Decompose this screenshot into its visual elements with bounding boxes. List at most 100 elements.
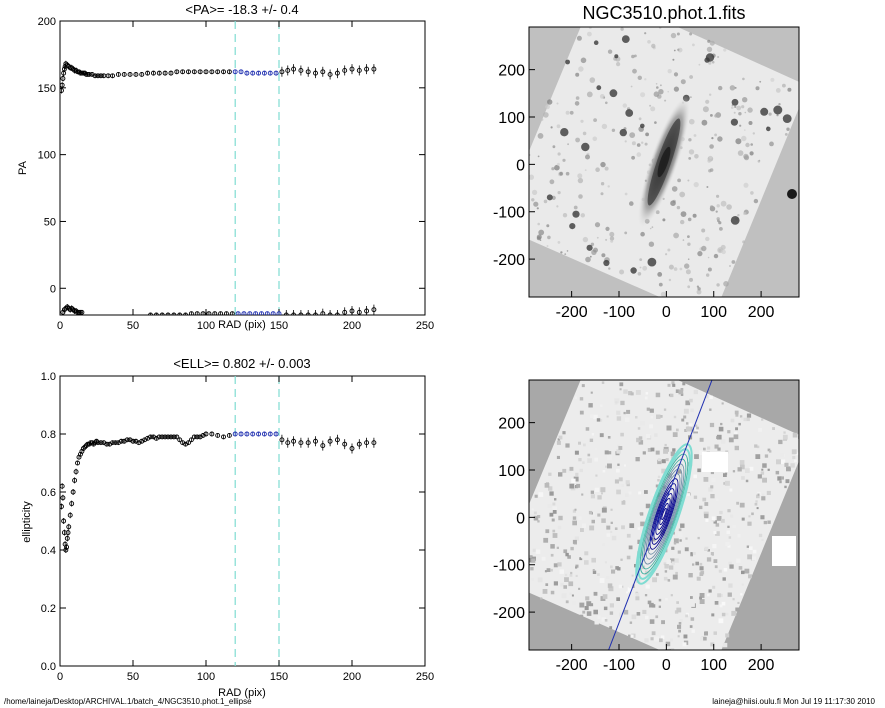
residual-pixel — [565, 552, 569, 557]
pa-data-point — [156, 70, 162, 76]
residual-pixel — [547, 503, 552, 508]
ell-data-point — [188, 437, 194, 443]
residual-pixel — [628, 491, 632, 495]
pa-data-point — [256, 70, 262, 76]
noise-speck — [582, 236, 589, 243]
noise-speck — [567, 143, 569, 146]
residual-pixel — [725, 633, 730, 638]
residual-pixel — [717, 447, 721, 451]
pa-ytick-label: 0 — [50, 283, 56, 295]
pa-data-point — [148, 312, 153, 315]
noise-speck — [604, 166, 609, 171]
residual-pixel — [705, 631, 708, 634]
noise-speck — [578, 66, 584, 72]
noise-speck — [580, 57, 587, 64]
residual-pixel — [675, 571, 678, 575]
residual-pixel — [650, 637, 654, 641]
residual-pixel — [610, 565, 613, 569]
residual-pixel — [656, 573, 659, 576]
residual-pixel — [716, 434, 722, 440]
ell-data-point — [177, 437, 183, 443]
noise-speck — [698, 63, 701, 66]
residual-pixel — [758, 533, 763, 538]
ell-plot-frame — [59, 375, 426, 667]
major-axis-line — [608, 380, 713, 650]
noise-speck — [749, 151, 754, 156]
residual-pixel — [678, 622, 682, 625]
residual-pixel — [710, 470, 714, 475]
noise-speck — [631, 54, 635, 59]
ell-ylabel: ellipticity — [21, 501, 33, 543]
noise-speck — [741, 135, 747, 142]
noise-speck — [640, 92, 646, 98]
residual-pixel — [715, 531, 720, 536]
residual-pixel — [537, 515, 541, 519]
residual-pixel — [711, 553, 714, 556]
noise-speck — [720, 200, 727, 207]
residual-pixel — [644, 594, 648, 597]
noise-speck — [680, 211, 687, 218]
noise-speck — [717, 56, 720, 58]
noise-speck — [577, 177, 584, 184]
residual-pixel — [708, 487, 713, 492]
pa-data-point — [89, 72, 95, 77]
residual-pixel — [666, 425, 672, 431]
residual-pixel — [670, 638, 674, 642]
residual-pixel — [729, 488, 733, 492]
residual-pixel — [629, 523, 635, 528]
residual-pixel — [724, 550, 729, 555]
residual-pixel — [593, 414, 598, 420]
residual-pixel — [571, 478, 576, 483]
residual-pixel — [699, 593, 705, 598]
noise-speck — [782, 83, 786, 88]
residual-pixel — [783, 431, 786, 434]
residual-pixel — [718, 569, 722, 573]
noise-speck — [693, 134, 697, 137]
residual-pixel — [658, 605, 661, 608]
residual-pixel — [591, 519, 595, 524]
noise-speck — [705, 99, 710, 104]
residual-pixel — [693, 495, 698, 499]
field-star — [731, 98, 739, 106]
noise-speck — [716, 283, 720, 287]
residual-pixel — [663, 448, 668, 454]
residual-pixel — [744, 568, 750, 574]
noise-speck — [605, 226, 610, 231]
noise-speck — [605, 101, 608, 105]
residual-pixel — [735, 413, 739, 417]
residual-pixel — [554, 498, 557, 501]
masked-region-1 — [702, 452, 728, 472]
residual-pixel — [530, 567, 534, 571]
contour-ytick-label: -100 — [493, 558, 525, 575]
residual-pixel — [657, 475, 661, 478]
residual-pixel — [739, 415, 743, 418]
pa-data-point — [180, 69, 186, 75]
residual-pixel — [541, 556, 546, 561]
noise-speck — [690, 96, 692, 98]
isophote-contour — [655, 493, 673, 535]
residual-pixel — [657, 458, 661, 462]
ell-data-point — [334, 437, 340, 443]
pa-data-point — [168, 70, 174, 76]
ell-data-point — [267, 431, 273, 437]
pa-data-point — [267, 70, 273, 76]
pa-data-point — [197, 69, 203, 75]
noise-speck — [664, 99, 667, 102]
noise-speck — [706, 186, 709, 188]
residual-pixel — [734, 431, 738, 435]
residual-pixel — [596, 418, 601, 422]
ell-data-point — [238, 431, 244, 437]
field-star — [630, 267, 637, 274]
residual-pixel — [574, 536, 579, 541]
residual-pixel — [552, 529, 556, 533]
pa-xtick-label: 50 — [127, 320, 139, 332]
noise-speck — [736, 105, 742, 111]
noise-speck — [688, 138, 692, 142]
isophote-contour — [659, 502, 669, 526]
residual-pixel — [637, 527, 641, 530]
pa-data-point — [320, 311, 326, 315]
residual-pixel — [562, 431, 566, 435]
residual-pixel — [747, 521, 752, 526]
noise-speck — [778, 103, 781, 106]
residual-pixel — [600, 404, 603, 407]
